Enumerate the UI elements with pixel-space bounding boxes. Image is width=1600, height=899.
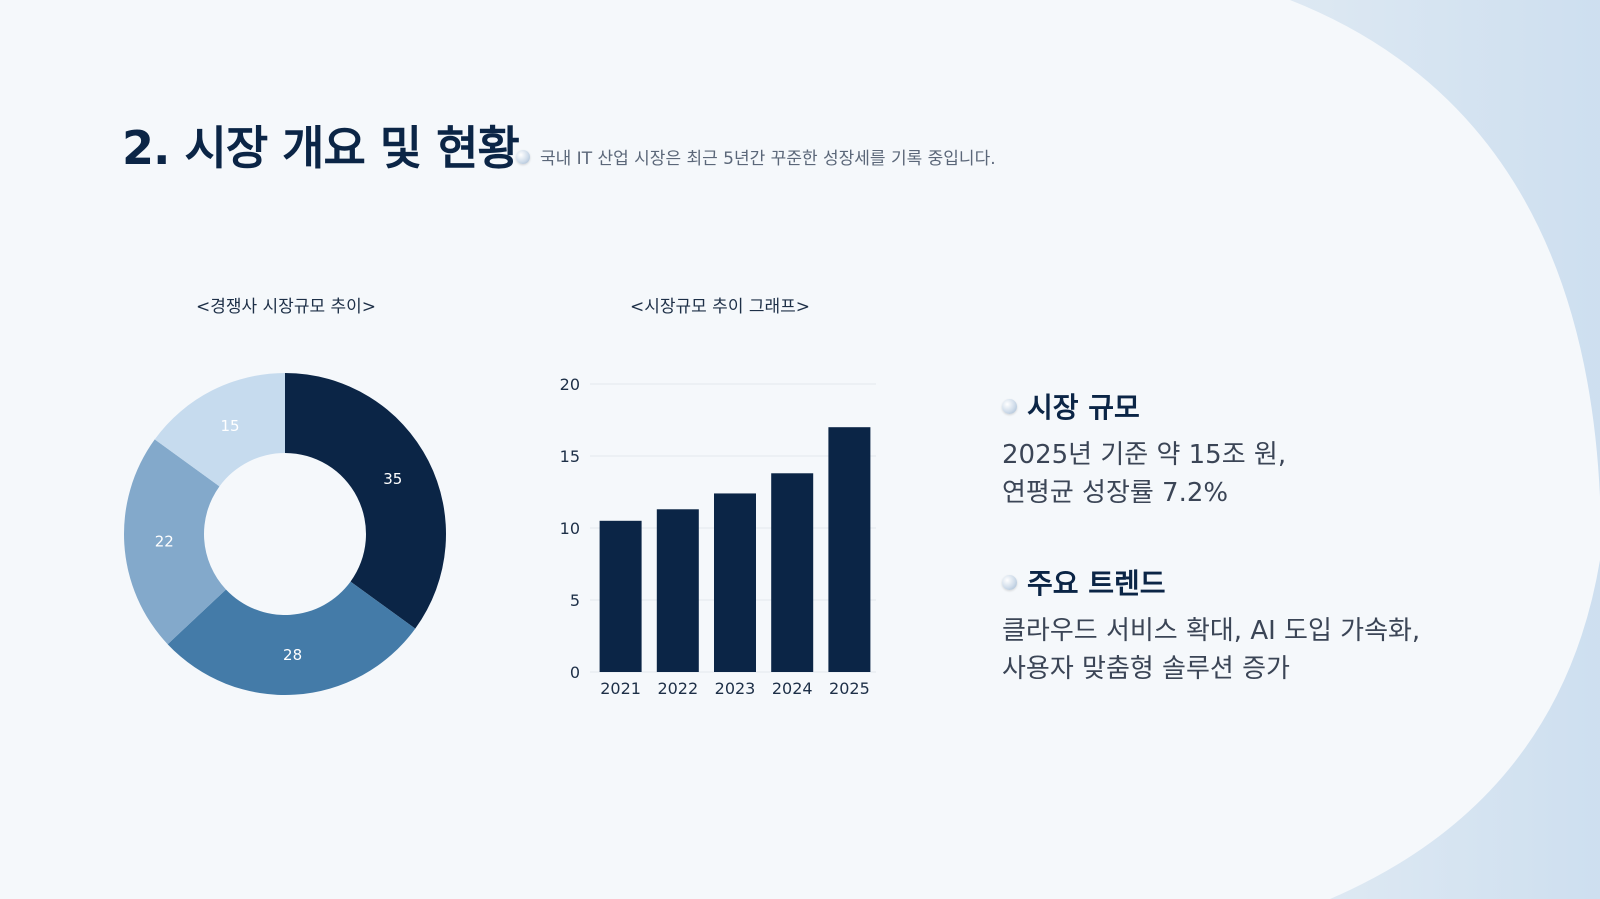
- bar-chart: 0 5 10 15 20 2021 2022 2023 2024 2025: [560, 375, 876, 698]
- page-title: 2. 시장 개요 및 현황: [122, 121, 520, 175]
- market-size-heading-text: 시장 규모: [1027, 391, 1140, 424]
- bar: [714, 493, 756, 672]
- y-tick-label: 0: [570, 663, 580, 682]
- donut-slice: [124, 439, 226, 645]
- bar: [771, 473, 814, 672]
- donut-chart-title: <경쟁사 시장규모 추이>: [195, 297, 377, 317]
- x-tick-label: 2025: [829, 679, 870, 698]
- bullet-icon: [1002, 574, 1017, 590]
- donut-slice: [167, 581, 416, 695]
- x-tick-label: 2023: [715, 679, 756, 698]
- donut-value-label: 28: [283, 646, 302, 664]
- bar: [599, 520, 642, 672]
- donut-slice: [285, 373, 447, 629]
- bar: [656, 509, 699, 672]
- bullet-icon: [1002, 398, 1017, 414]
- y-tick-label: 5: [570, 591, 580, 610]
- market-size-text: 2025년 기준 약 15조 원, 연평균 성장률 7.2%: [1002, 436, 1286, 512]
- x-tick-label: 2021: [600, 679, 641, 698]
- x-tick-label: 2024: [772, 679, 813, 698]
- page-subtitle: 국내 IT 산업 시장은 최근 5년간 꾸준한 성장세를 기록 중입니다.: [516, 144, 996, 169]
- bullet-icon: [516, 149, 530, 164]
- bar-chart-title: <시장규모 추이 그래프>: [629, 297, 811, 317]
- y-tick-label: 20: [560, 375, 580, 394]
- market-size-heading: 시장 규모: [1002, 386, 1140, 426]
- donut-value-label: 22: [155, 533, 174, 551]
- market-size-line: 2025년 기준 약 15조 원,: [1002, 440, 1287, 470]
- bar: [828, 427, 871, 672]
- trends-heading: 주요 트렌드: [1002, 562, 1166, 602]
- trends-heading-text: 주요 트렌드: [1027, 567, 1166, 600]
- y-tick-label: 10: [560, 519, 580, 538]
- subtitle-text: 국내 IT 산업 시장은 최근 5년간 꾸준한 성장세를 기록 중입니다.: [540, 149, 996, 169]
- donut-value-label: 35: [383, 470, 402, 488]
- donut-value-label: 15: [221, 417, 240, 435]
- donut-chart: 35 28 22 15: [124, 373, 447, 695]
- trends-text: 클라우드 서비스 확대, AI 도입 가속화, 사용자 맞춤형 솔루션 증가: [1002, 612, 1420, 688]
- market-size-line: 연평균 성장률 7.2%: [1002, 478, 1229, 508]
- x-tick-label: 2022: [657, 679, 698, 698]
- donut-slice: [154, 373, 285, 487]
- y-tick-label: 15: [560, 447, 580, 466]
- trends-line: 사용자 맞춤형 솔루션 증가: [1002, 654, 1290, 684]
- trends-line: 클라우드 서비스 확대, AI 도입 가속화,: [1002, 616, 1421, 646]
